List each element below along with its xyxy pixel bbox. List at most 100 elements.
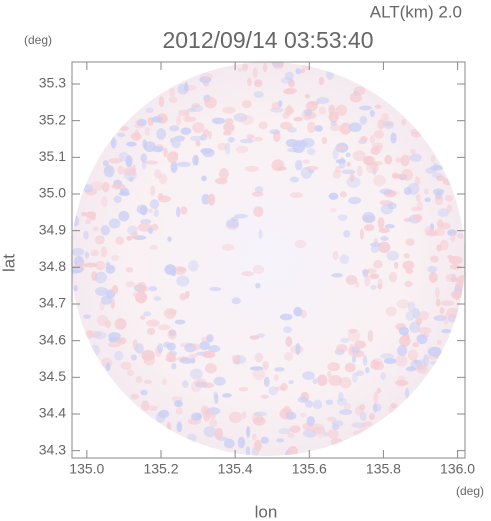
speckle	[395, 354, 408, 367]
speckle	[335, 159, 346, 164]
speckle	[328, 192, 339, 201]
speckle	[360, 136, 368, 142]
speckle	[110, 137, 117, 149]
speckle	[191, 102, 201, 109]
speckle	[85, 330, 94, 339]
speckle	[288, 380, 294, 385]
speckle	[369, 273, 380, 280]
speckle	[343, 229, 351, 238]
speckle	[373, 361, 384, 371]
speckle	[403, 186, 413, 196]
speckle	[450, 290, 463, 299]
speckle	[336, 398, 348, 406]
speckle	[200, 73, 214, 80]
speckle	[246, 426, 251, 438]
speckle	[295, 68, 302, 75]
speckle	[158, 195, 171, 203]
speckle	[428, 272, 438, 283]
speckle	[351, 346, 361, 354]
y-tick-label: 35.2	[39, 111, 66, 127]
speckle	[374, 104, 382, 109]
speckle	[184, 109, 190, 120]
speckle	[149, 244, 158, 250]
speckle	[128, 176, 134, 182]
speckle	[201, 193, 210, 205]
speckle	[284, 106, 295, 115]
speckle	[215, 177, 228, 185]
speckle	[424, 197, 431, 203]
speckle	[100, 295, 112, 305]
x-tick-label: 135.8	[366, 461, 401, 477]
speckle	[95, 235, 105, 245]
speckle	[120, 361, 132, 371]
speckle	[381, 113, 389, 122]
speckle	[424, 226, 434, 236]
speckle	[327, 362, 341, 372]
speckle	[145, 160, 158, 165]
speckle	[282, 326, 293, 334]
speckle	[169, 125, 180, 132]
speckle	[383, 358, 397, 364]
speckle	[148, 285, 158, 292]
speckle	[188, 353, 199, 359]
speckle	[253, 416, 266, 426]
speckle	[373, 129, 385, 139]
speckle	[427, 346, 442, 357]
speckle	[146, 327, 156, 335]
speckle	[253, 136, 264, 142]
speckle	[410, 206, 422, 212]
speckle	[174, 319, 186, 325]
speckle	[247, 77, 252, 87]
speckle	[170, 268, 177, 277]
speckle	[289, 176, 300, 183]
radar-field	[71, 62, 465, 456]
speckle	[355, 281, 360, 288]
speckle	[105, 362, 111, 372]
speckle	[181, 380, 189, 389]
speckle	[325, 69, 334, 80]
speckle	[253, 90, 264, 98]
speckle	[436, 339, 442, 345]
speckle	[329, 208, 337, 213]
speckle	[111, 254, 120, 261]
speckle	[145, 107, 154, 113]
speckle	[153, 296, 162, 301]
speckle	[154, 169, 162, 179]
speckle	[362, 155, 376, 166]
speckle	[446, 204, 453, 213]
speckle	[249, 335, 260, 340]
speckle	[135, 291, 148, 304]
speckle	[348, 196, 362, 205]
speckle	[126, 141, 137, 147]
speckle	[202, 128, 210, 138]
speckle	[439, 239, 449, 251]
speckle	[258, 229, 263, 239]
speckle	[126, 235, 133, 241]
speckle	[435, 298, 441, 307]
speckle	[84, 251, 90, 259]
speckle	[439, 306, 445, 315]
speckle	[184, 290, 190, 299]
speckle	[135, 375, 143, 384]
speckle	[384, 224, 395, 229]
speckle	[351, 372, 358, 383]
speckle	[302, 159, 310, 164]
speckle	[433, 315, 448, 322]
speckle	[423, 188, 429, 195]
speckle	[131, 231, 138, 240]
speckle	[443, 313, 449, 326]
speckle	[241, 100, 252, 109]
speckle	[362, 421, 373, 427]
speckle	[260, 436, 269, 444]
speckle	[442, 178, 454, 186]
speckle	[263, 376, 270, 387]
speckle	[434, 194, 444, 206]
speckle	[167, 308, 177, 315]
speckle	[254, 352, 264, 363]
speckle	[304, 109, 313, 117]
speckle	[316, 97, 330, 104]
speckle	[331, 423, 340, 430]
speckle	[101, 181, 110, 193]
speckle	[71, 269, 82, 274]
speckle	[377, 283, 382, 290]
